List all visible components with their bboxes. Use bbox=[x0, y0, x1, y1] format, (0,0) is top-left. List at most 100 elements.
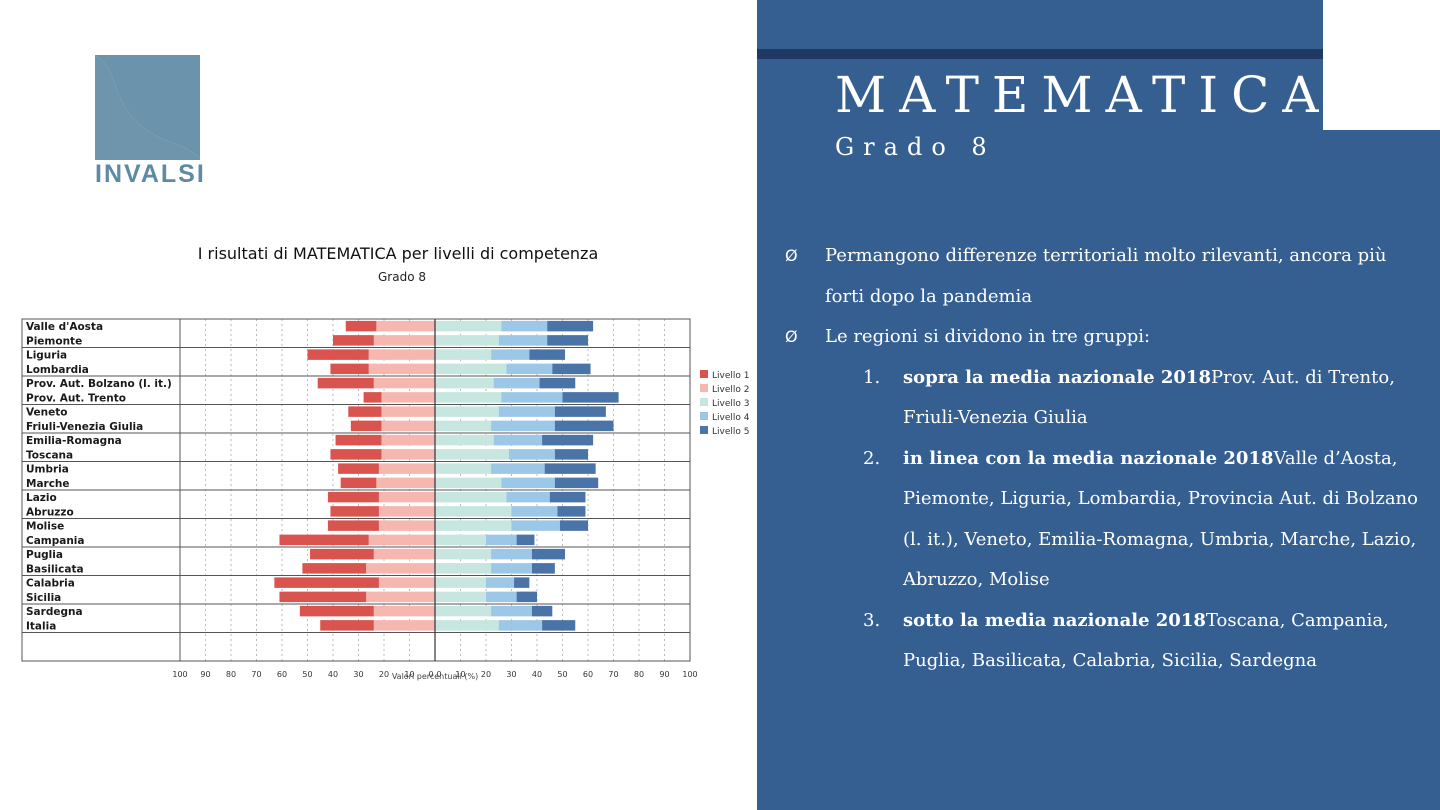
category-label: Molise bbox=[26, 521, 64, 533]
bar-livello-3 bbox=[435, 349, 492, 360]
bar-livello-4 bbox=[486, 534, 517, 546]
x-tick-label: 100 bbox=[172, 670, 187, 679]
bar-livello-3 bbox=[435, 520, 512, 531]
bar-livello-2 bbox=[376, 477, 435, 489]
bar-livello-4 bbox=[501, 392, 563, 403]
bar-livello-5 bbox=[552, 363, 591, 375]
bar-livello-2 bbox=[381, 420, 435, 432]
right-panel bbox=[757, 0, 1440, 810]
category-label: Calabria bbox=[26, 578, 75, 590]
bar-livello-2 bbox=[381, 449, 435, 460]
bar-livello-1 bbox=[340, 477, 377, 489]
legend-swatch bbox=[700, 398, 708, 406]
bar-livello-4 bbox=[491, 349, 530, 360]
bar-livello-4 bbox=[501, 320, 548, 332]
bar-livello-1 bbox=[363, 392, 382, 403]
group-label-3: sotto la media nazionale 2018 bbox=[903, 609, 1206, 631]
group-regions-3: Toscana, Campania, Puglia, Basilicata, C… bbox=[903, 609, 1389, 672]
category-label: Prov. Aut. Trento bbox=[26, 392, 126, 404]
bar-livello-4 bbox=[506, 491, 550, 503]
bar-livello-1 bbox=[274, 577, 379, 588]
bar-livello-1 bbox=[279, 534, 369, 546]
group-item-2: 2. in linea con la media nazionale 2018V… bbox=[785, 439, 1425, 601]
bullet-item-2: Ø Le regioni si dividono in tre gruppi: bbox=[785, 317, 1425, 358]
bar-livello-2 bbox=[368, 349, 435, 360]
category-label: Veneto bbox=[26, 407, 68, 419]
bar-livello-5 bbox=[529, 349, 566, 360]
bar-livello-4 bbox=[501, 477, 555, 489]
slide-title: MATEMATICA bbox=[835, 66, 1332, 124]
bar-livello-5 bbox=[539, 377, 576, 389]
bar-livello-1 bbox=[350, 420, 382, 432]
invalsi-logo-mark bbox=[95, 55, 200, 160]
x-tick-label: 70 bbox=[608, 670, 618, 679]
category-label: Marche bbox=[26, 478, 70, 490]
bar-livello-4 bbox=[486, 591, 517, 603]
x-tick-label: 10 bbox=[455, 670, 465, 679]
bar-livello-2 bbox=[378, 520, 435, 531]
bar-livello-5 bbox=[554, 449, 588, 460]
bar-livello-2 bbox=[373, 335, 435, 346]
category-label: Toscana bbox=[26, 449, 73, 461]
bullet-text-2: Le regioni si dividono in tre gruppi: bbox=[825, 326, 1151, 347]
top-accent-bar bbox=[757, 49, 1413, 59]
category-label: Puglia bbox=[26, 549, 63, 561]
bar-livello-4 bbox=[486, 577, 515, 588]
bar-livello-4 bbox=[491, 605, 532, 617]
bar-livello-1 bbox=[327, 520, 379, 531]
category-label: Valle d'Aosta bbox=[26, 321, 103, 333]
bar-livello-5 bbox=[542, 434, 594, 446]
bar-livello-1 bbox=[310, 548, 374, 560]
bar-livello-5 bbox=[549, 491, 586, 503]
bar-livello-4 bbox=[506, 363, 553, 375]
bar-livello-4 bbox=[511, 520, 560, 531]
bar-livello-1 bbox=[279, 591, 367, 603]
slide-subtitle: Grado 8 bbox=[835, 133, 996, 161]
bullet-text-1: Permangono differenze territoriali molto… bbox=[825, 245, 1387, 307]
bar-livello-5 bbox=[554, 477, 599, 489]
x-tick-label: 20 bbox=[481, 670, 491, 679]
bar-livello-1 bbox=[348, 406, 382, 417]
x-tick-label: 0 bbox=[428, 670, 433, 679]
bar-livello-1 bbox=[307, 349, 369, 360]
x-tick-label: 30 bbox=[353, 670, 363, 679]
bar-livello-2 bbox=[378, 506, 435, 517]
bar-livello-5 bbox=[516, 591, 537, 603]
bar-livello-3 bbox=[435, 591, 486, 603]
category-label: Prov. Aut. Bolzano (l. it.) bbox=[26, 378, 172, 390]
bar-livello-3 bbox=[435, 577, 486, 588]
bar-livello-5 bbox=[554, 406, 606, 417]
category-label: Basilicata bbox=[26, 563, 84, 575]
bar-livello-1 bbox=[333, 335, 374, 346]
group-regions-1: Prov. Aut. di Trento, Friuli-Venezia Giu… bbox=[903, 366, 1395, 429]
bar-livello-3 bbox=[435, 392, 502, 403]
bar-livello-3 bbox=[435, 434, 494, 446]
x-tick-label: 50 bbox=[557, 670, 567, 679]
bar-livello-3 bbox=[435, 463, 492, 474]
bar-livello-1 bbox=[330, 506, 379, 517]
bar-livello-5 bbox=[554, 420, 614, 432]
bar-livello-3 bbox=[435, 449, 509, 460]
bar-livello-5 bbox=[544, 463, 596, 474]
bar-livello-4 bbox=[493, 434, 543, 446]
x-axis-label: Valori percentuali (%) bbox=[392, 672, 478, 681]
bar-livello-4 bbox=[498, 620, 543, 631]
x-tick-label: 0 bbox=[436, 670, 441, 679]
bar-livello-4 bbox=[498, 406, 555, 417]
bar-livello-4 bbox=[511, 506, 558, 517]
bar-livello-4 bbox=[508, 449, 555, 460]
bar-livello-2 bbox=[376, 320, 435, 332]
bar-livello-5 bbox=[531, 605, 553, 617]
x-tick-label: 50 bbox=[302, 670, 312, 679]
diverging-bar-chart: Valle d'Aosta Piemonte Liguria Lombardia Pro… bbox=[21, 318, 750, 681]
bar-livello-1 bbox=[302, 563, 367, 574]
group-label-2: in linea con la media nazionale 2018 bbox=[903, 447, 1274, 469]
category-label: Friuli-Venezia Giulia bbox=[26, 421, 143, 433]
bar-livello-2 bbox=[381, 392, 435, 403]
bar-livello-4 bbox=[493, 377, 540, 389]
arrow-bullet-icon: Ø bbox=[785, 327, 798, 346]
legend-label: Livello 1 bbox=[712, 371, 749, 381]
chart-title: I risultati di MATEMATICA per livelli di… bbox=[197, 244, 599, 263]
bar-livello-2 bbox=[378, 491, 435, 503]
bar-livello-1 bbox=[345, 320, 377, 332]
